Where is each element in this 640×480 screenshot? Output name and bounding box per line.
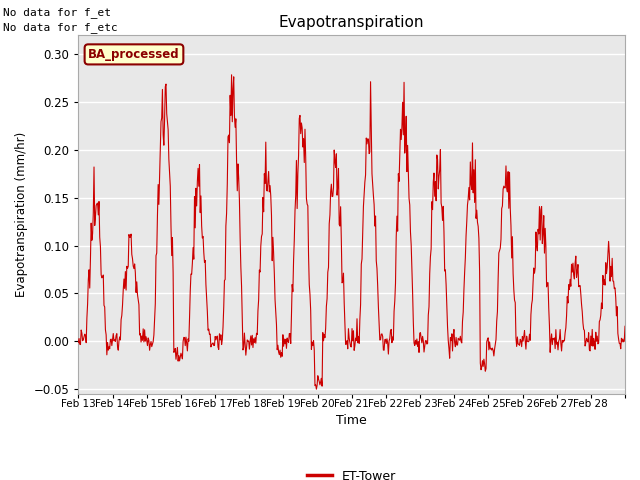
Y-axis label: Evapotranspiration (mm/hr): Evapotranspiration (mm/hr): [15, 132, 28, 297]
Text: No data for f_et: No data for f_et: [3, 7, 111, 18]
Legend: ET-Tower: ET-Tower: [302, 465, 401, 480]
Text: BA_processed: BA_processed: [88, 48, 180, 61]
X-axis label: Time: Time: [336, 414, 367, 427]
Title: Evapotranspiration: Evapotranspiration: [279, 15, 424, 30]
Text: No data for f_etc: No data for f_etc: [3, 22, 118, 33]
